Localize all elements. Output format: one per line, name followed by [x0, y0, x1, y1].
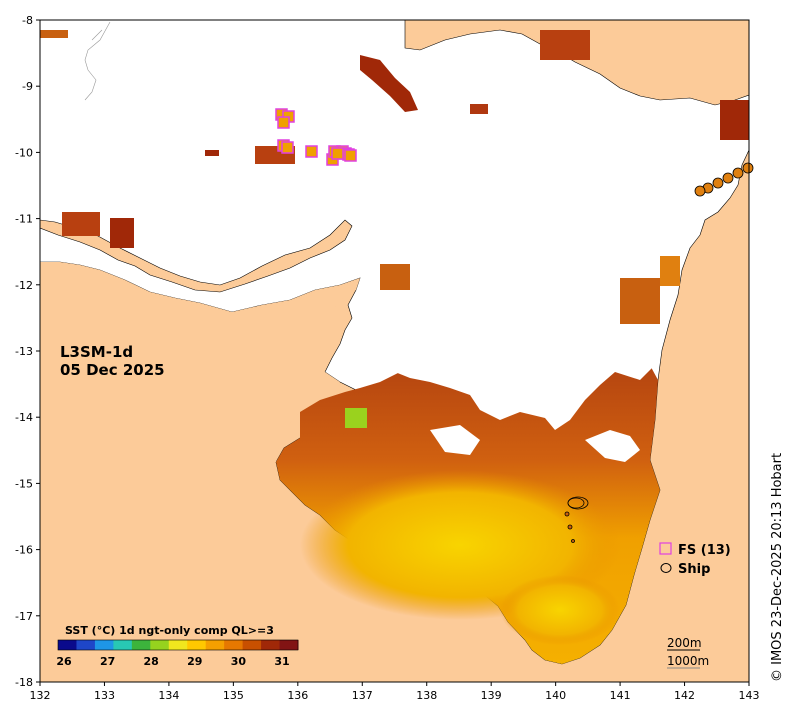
- land-arnhem-fill: [40, 262, 360, 462]
- colorbar-frame: [57, 639, 299, 651]
- sst-warm-core-2: [500, 575, 620, 645]
- y-tick-label: -11: [15, 213, 33, 226]
- no-data-gap-3: [430, 425, 480, 455]
- ship-legend-label: Ship: [678, 562, 710, 577]
- credit-text: © IMOS 23-Dec-2025 20:13 Hobart: [770, 453, 785, 682]
- fs-marker[interactable]: [277, 116, 290, 129]
- colorbar-tick-label: 26: [56, 655, 72, 668]
- ship-marker[interactable]: [722, 172, 734, 184]
- colorbar-tick-label: 29: [187, 655, 202, 668]
- y-axis: -8 -9 -10 -11 -12 -13 -14 -15 -16 -17 -18: [15, 14, 40, 689]
- x-tick-label: 139: [481, 689, 502, 702]
- x-tick-label: 140: [545, 689, 566, 702]
- colorbar-tick-label: 30: [231, 655, 247, 668]
- colorbar-swatch: [76, 640, 96, 650]
- y-tick-label: -17: [15, 610, 33, 623]
- date-title: 05 Dec 2025: [60, 361, 165, 379]
- x-tick-label: 142: [674, 689, 695, 702]
- colorbar-swatch: [279, 640, 299, 650]
- y-tick-label: -13: [15, 345, 33, 358]
- ship-marker[interactable]: [567, 524, 573, 530]
- colorbar-swatch: [150, 640, 170, 650]
- fs-markers: [275, 108, 357, 166]
- colorbar-swatch: [205, 640, 225, 650]
- colorbar-swatch: [187, 640, 207, 650]
- ship-marker[interactable]: [564, 511, 570, 517]
- sst-scatter-north: [40, 30, 749, 324]
- colorbar-labels: 26 27 28 29 30 31: [56, 655, 289, 668]
- x-tick-label: 133: [94, 689, 115, 702]
- colorbar-swatch: [131, 640, 151, 650]
- fs-marker[interactable]: [344, 149, 357, 162]
- y-tick-label: -8: [22, 14, 33, 27]
- fs-marker[interactable]: [305, 145, 318, 158]
- islands-outline: [84, 21, 111, 101]
- cool-patch: [345, 408, 367, 428]
- x-tick-label: 141: [610, 689, 631, 702]
- fs-marker[interactable]: [331, 147, 344, 160]
- no-data-gap-1: [375, 325, 660, 430]
- colorbar-tick-label: 27: [100, 655, 115, 668]
- ship-markers: [564, 162, 754, 543]
- y-tick-label: -15: [15, 477, 33, 490]
- fs-legend-icon: [659, 542, 672, 555]
- ship-marker[interactable]: [732, 167, 744, 179]
- x-tick-label: 136: [287, 689, 308, 702]
- ship-marker[interactable]: [694, 185, 706, 197]
- y-tick-label: -18: [15, 676, 33, 689]
- contour-deep-label: 1000m: [667, 654, 709, 668]
- colorbar-title: SST (°C) 1d ngt-only comp QL>=3: [65, 624, 274, 637]
- product-title: L3SM-1d: [60, 343, 133, 361]
- colorbar-swatch: [58, 640, 77, 650]
- x-axis: 132 133 134 135 136 137 138 139 140 141 142 143: [30, 682, 760, 702]
- y-tick-label: -14: [15, 411, 33, 424]
- colorbar-swatch: [94, 640, 114, 650]
- ship-marker[interactable]: [571, 539, 575, 543]
- no-data-gap-2: [585, 430, 640, 462]
- colorbar-tick-label: 28: [144, 655, 159, 668]
- colorbar: [57, 639, 299, 651]
- y-tick-label: -9: [22, 80, 33, 93]
- ship-marker[interactable]: [742, 162, 754, 174]
- colorbar-swatch: [113, 640, 133, 650]
- contour-shallow-label: 200m: [667, 636, 702, 650]
- colorbar-swatch: [242, 640, 262, 650]
- x-tick-label: 135: [223, 689, 244, 702]
- y-tick-label: -10: [15, 146, 33, 159]
- x-tick-label: 137: [352, 689, 373, 702]
- colorbar-swatch: [261, 640, 281, 650]
- x-tick-label: 132: [30, 689, 51, 702]
- ship-marker[interactable]: [712, 177, 724, 189]
- ship-legend-icon: [660, 563, 672, 573]
- fs-marker[interactable]: [281, 141, 294, 154]
- x-tick-label: 138: [416, 689, 437, 702]
- ship-marker[interactable]: [567, 497, 585, 509]
- fs-legend-label: FS (13): [678, 543, 731, 558]
- colorbar-swatch: [168, 640, 188, 650]
- y-tick-label: -16: [15, 544, 33, 557]
- x-tick-label: 134: [158, 689, 179, 702]
- colorbar-tick-label: 31: [274, 655, 289, 668]
- x-tick-label: 143: [739, 689, 760, 702]
- y-tick-label: -12: [15, 279, 33, 292]
- colorbar-swatch: [224, 640, 244, 650]
